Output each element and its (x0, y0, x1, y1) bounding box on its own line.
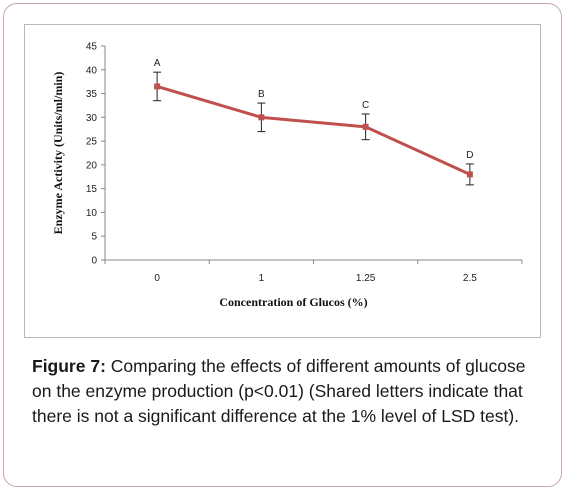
y-tick-label: 0 (91, 256, 97, 267)
y-tick-label: 40 (86, 65, 98, 76)
y-axis-title: Enzyme Activity (Units/ml/min) (51, 72, 65, 235)
significance-letter: B (258, 89, 265, 100)
series-line (156, 84, 471, 176)
x-tick-label: 1.25 (356, 273, 376, 284)
caption-label: Figure 7: (32, 356, 106, 376)
caption-text: Comparing the effects of different amoun… (32, 356, 526, 426)
y-tick-label: 25 (86, 137, 98, 148)
y-tick-label: 5 (91, 232, 97, 243)
data-point (362, 123, 369, 130)
y-tick-label: 45 (86, 42, 98, 53)
line-chart: 0 5 10 15 20 25 30 35 40 45 0 1 1.25 2.5 Concentration… (51, 42, 523, 309)
significance-letter: C (362, 100, 369, 111)
y-tick-label: 20 (86, 160, 98, 171)
figure-frame: 0 5 10 15 20 25 30 35 40 45 0 1 1.25 2.5 Concentration… (3, 3, 562, 487)
y-tick-label: 10 (86, 208, 98, 219)
x-axis-title: Concentration of Glucos (%) (219, 295, 367, 309)
y-tick-label: 15 (86, 184, 98, 195)
x-tick-label: 0 (154, 273, 160, 284)
significance-letter: D (466, 150, 473, 161)
data-point (466, 171, 473, 178)
data-point (154, 83, 161, 90)
y-tick-label: 35 (86, 89, 98, 100)
x-tick-label: 1 (259, 273, 265, 284)
chart-container: 0 5 10 15 20 25 30 35 40 45 0 1 1.25 2.5 Concentration… (24, 24, 541, 338)
data-point (258, 114, 265, 121)
x-tick-label: 2.5 (463, 273, 477, 284)
y-tick-label: 30 (86, 113, 98, 124)
significance-letter: A (154, 58, 161, 69)
figure-caption: Figure 7: Comparing the effects of diffe… (32, 354, 542, 429)
